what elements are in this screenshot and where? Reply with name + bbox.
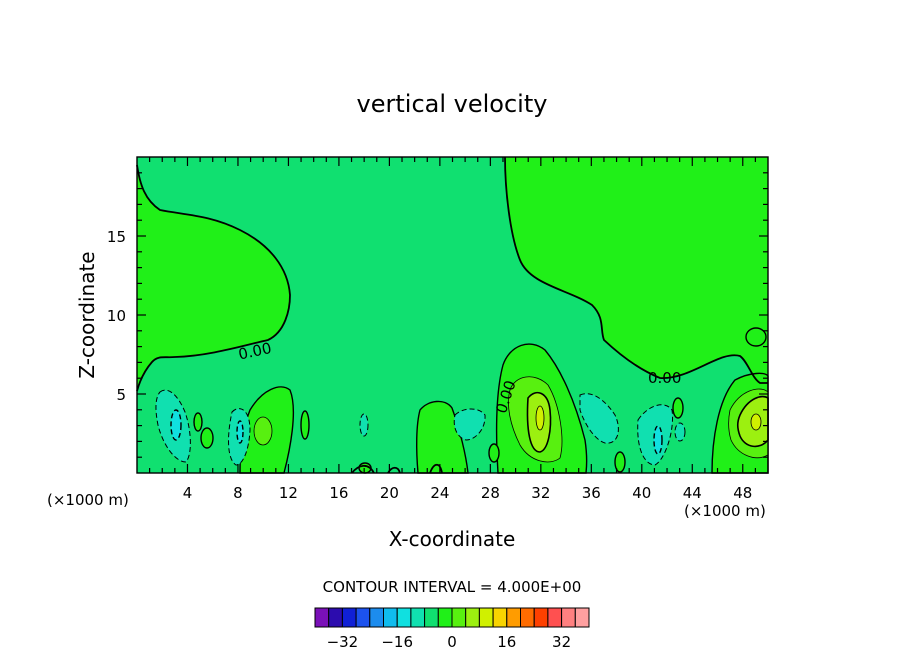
- x-tick-label: 20: [380, 484, 399, 502]
- colorbar-swatch: [341, 607, 357, 628]
- colorbar-swatch: [369, 607, 384, 628]
- colorbar-tick-label: 0: [447, 633, 457, 651]
- colorbar-swatch: [574, 607, 590, 628]
- zero-band-region: [137, 157, 768, 473]
- colorbar-swatch: [437, 607, 453, 628]
- y-tick-label: 15: [107, 228, 126, 246]
- colorbar-swatch: [533, 607, 549, 628]
- y-tick-label: 10: [107, 307, 126, 325]
- colorbar-swatch: [478, 607, 494, 628]
- y-tick-label: 5: [116, 386, 126, 404]
- contour-interval-text: CONTOUR INTERVAL = 4.000E+00: [323, 578, 582, 596]
- plot-area: 0.00 0.00 0.00: [136, 156, 769, 474]
- colorbar-tick-label: 16: [497, 633, 516, 651]
- x-tick-label: 4: [183, 484, 193, 502]
- colorbar-swatch: [410, 607, 426, 628]
- colorbar-swatch: [561, 607, 576, 628]
- x-axis-title: X-coordinate: [389, 527, 516, 551]
- x-unit-label-left: (×1000 m): [47, 491, 129, 509]
- y-axis-title: Z-coordinate: [75, 251, 99, 378]
- colorbar-swatch: [520, 607, 535, 628]
- x-tick-label: 28: [481, 484, 500, 502]
- x-tick-label: 16: [329, 484, 348, 502]
- chart-title: vertical velocity: [357, 90, 548, 118]
- zero-contours: [136, 156, 768, 474]
- axis-ticks: [137, 157, 768, 473]
- colorbar-swatch: [328, 607, 343, 628]
- colorbar-swatch: [424, 607, 439, 628]
- colorbar-labels: −32 −16 0 16 32: [327, 633, 572, 651]
- colorbar-swatch: [314, 607, 330, 628]
- x-tick-label: 8: [233, 484, 243, 502]
- colorbar-tick-label: 32: [552, 633, 571, 651]
- x-tick-label: 12: [279, 484, 298, 502]
- colorbar-tick-label: −16: [381, 633, 413, 651]
- x-tick-label: 48: [733, 484, 752, 502]
- colorbar: [314, 607, 590, 628]
- y-tick-labels: 5 10 15: [107, 228, 126, 404]
- x-tick-labels: 4 8 12 16 20 24 28 32 36 40 44 48: [183, 484, 753, 502]
- contour-label: 0.00: [648, 369, 681, 387]
- colorbar-swatch: [451, 607, 467, 628]
- x-tick-label: 40: [632, 484, 651, 502]
- x-tick-label: 44: [683, 484, 702, 502]
- x-tick-label: 24: [430, 484, 449, 502]
- x-tick-label: 36: [582, 484, 601, 502]
- positive-peak-cells: [535, 405, 762, 431]
- colorbar-tick-label: −32: [327, 633, 359, 651]
- colorbar-swatch: [547, 607, 563, 628]
- negative-moderate-cells: [170, 409, 663, 455]
- colorbar-swatch: [465, 607, 480, 628]
- colorbar-swatch: [492, 607, 508, 628]
- colorbar-swatch: [396, 607, 412, 628]
- x-unit-label-right: (×1000 m): [684, 502, 766, 520]
- x-tick-label: 32: [531, 484, 550, 502]
- colorbar-swatch: [355, 607, 371, 628]
- colorbar-swatch: [383, 607, 398, 628]
- colorbar-swatch: [506, 607, 521, 628]
